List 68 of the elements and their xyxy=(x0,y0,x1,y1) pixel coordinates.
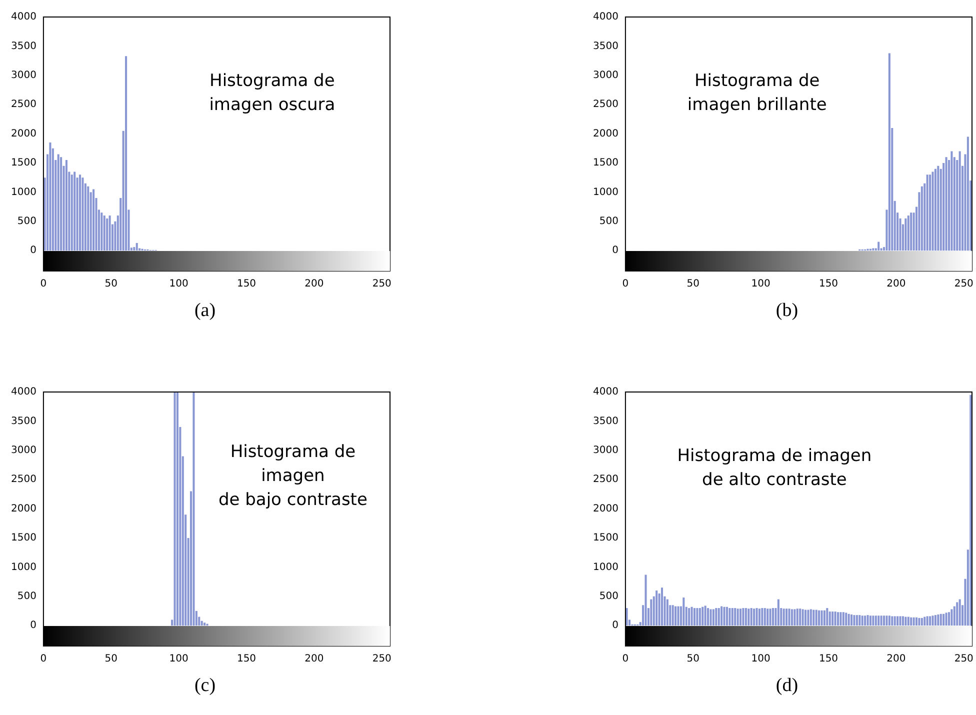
x-tick-label: 100 xyxy=(751,654,770,665)
x-tick-label: 250 xyxy=(954,278,974,290)
annotation: Histograma de imagen de alto contraste xyxy=(677,445,872,492)
y-tick-label: 2500 xyxy=(10,474,36,486)
x-tick-label: 100 xyxy=(169,278,188,290)
x-tick-label: 150 xyxy=(818,654,838,665)
y-tick-label: 1500 xyxy=(10,158,36,169)
y-tick-label: 1000 xyxy=(10,186,36,198)
y-tick-label: 3500 xyxy=(10,416,36,427)
y-tick-label: 2500 xyxy=(10,99,36,110)
annotation: Histograma de imagen de bajo contraste xyxy=(218,440,368,512)
x-tick-label: 50 xyxy=(686,654,700,665)
y-tick-label: 500 xyxy=(599,216,618,227)
y-tick-label: 2500 xyxy=(592,474,618,486)
x-tick-label: 150 xyxy=(818,278,838,290)
y-tick-label: 1500 xyxy=(10,532,36,544)
x-tick-label: 100 xyxy=(169,654,188,665)
y-tick-label: 3000 xyxy=(592,70,618,81)
y-tick-label: 0 xyxy=(30,620,36,632)
y-tick-label: 2000 xyxy=(10,503,36,514)
y-tick-label: 1000 xyxy=(10,562,36,573)
y-tick-label: 3000 xyxy=(10,70,36,81)
text: (c) xyxy=(193,675,217,697)
x-tick-label: 0 xyxy=(622,278,629,290)
x-tick-label: 50 xyxy=(686,278,700,290)
y-tick-label: 3000 xyxy=(592,444,618,456)
x-tick-label: 150 xyxy=(236,278,256,290)
y-tick-label: 500 xyxy=(17,216,36,227)
x-tick-label: 0 xyxy=(40,278,47,290)
y-tick-label: 0 xyxy=(612,245,618,256)
y-tick-label: 2000 xyxy=(10,128,36,140)
y-tick-label: 2000 xyxy=(592,503,618,514)
annotation: Histograma de imagen oscura xyxy=(209,70,336,118)
x-tick-label: 250 xyxy=(372,654,392,665)
y-tick-label: 500 xyxy=(17,590,36,602)
y-tick-label: 0 xyxy=(612,620,618,632)
y-tick-label: 4000 xyxy=(10,12,36,23)
y-tick-label: 4000 xyxy=(592,386,618,398)
annotation: Histograma de imagen brillante xyxy=(687,70,827,118)
x-tick-label: 50 xyxy=(104,654,118,665)
x-tick-label: 50 xyxy=(104,278,118,290)
x-tick-label: 150 xyxy=(236,654,256,665)
y-tick-label: 3500 xyxy=(592,40,618,52)
x-tick-label: 200 xyxy=(304,654,324,665)
y-tick-label: 3500 xyxy=(10,40,36,52)
x-tick-label: 200 xyxy=(886,278,906,290)
y-tick-label: 500 xyxy=(599,590,618,602)
y-tick-label: 4000 xyxy=(10,386,36,398)
x-tick-label: 200 xyxy=(886,654,906,665)
y-tick-label: 1500 xyxy=(592,158,618,169)
y-tick-label: 3500 xyxy=(592,416,618,427)
y-tick-label: 0 xyxy=(30,245,36,256)
y-tick-label: 1000 xyxy=(592,562,618,573)
x-tick-label: 100 xyxy=(751,278,770,290)
x-tick-label: 0 xyxy=(622,654,629,665)
y-tick-label: 1000 xyxy=(592,186,618,198)
x-tick-label: 200 xyxy=(304,278,324,290)
y-tick-label: 4000 xyxy=(592,12,618,23)
text: (a) xyxy=(193,300,217,322)
x-tick-label: 250 xyxy=(954,654,974,665)
x-tick-label: 250 xyxy=(372,278,392,290)
y-tick-label: 1500 xyxy=(592,532,618,544)
y-tick-label: 3000 xyxy=(10,444,36,456)
y-tick-label: 2500 xyxy=(592,99,618,110)
text: (d) xyxy=(774,675,800,697)
x-tick-label: 0 xyxy=(40,654,47,665)
y-tick-label: 2000 xyxy=(592,128,618,140)
text: (b) xyxy=(774,300,800,322)
